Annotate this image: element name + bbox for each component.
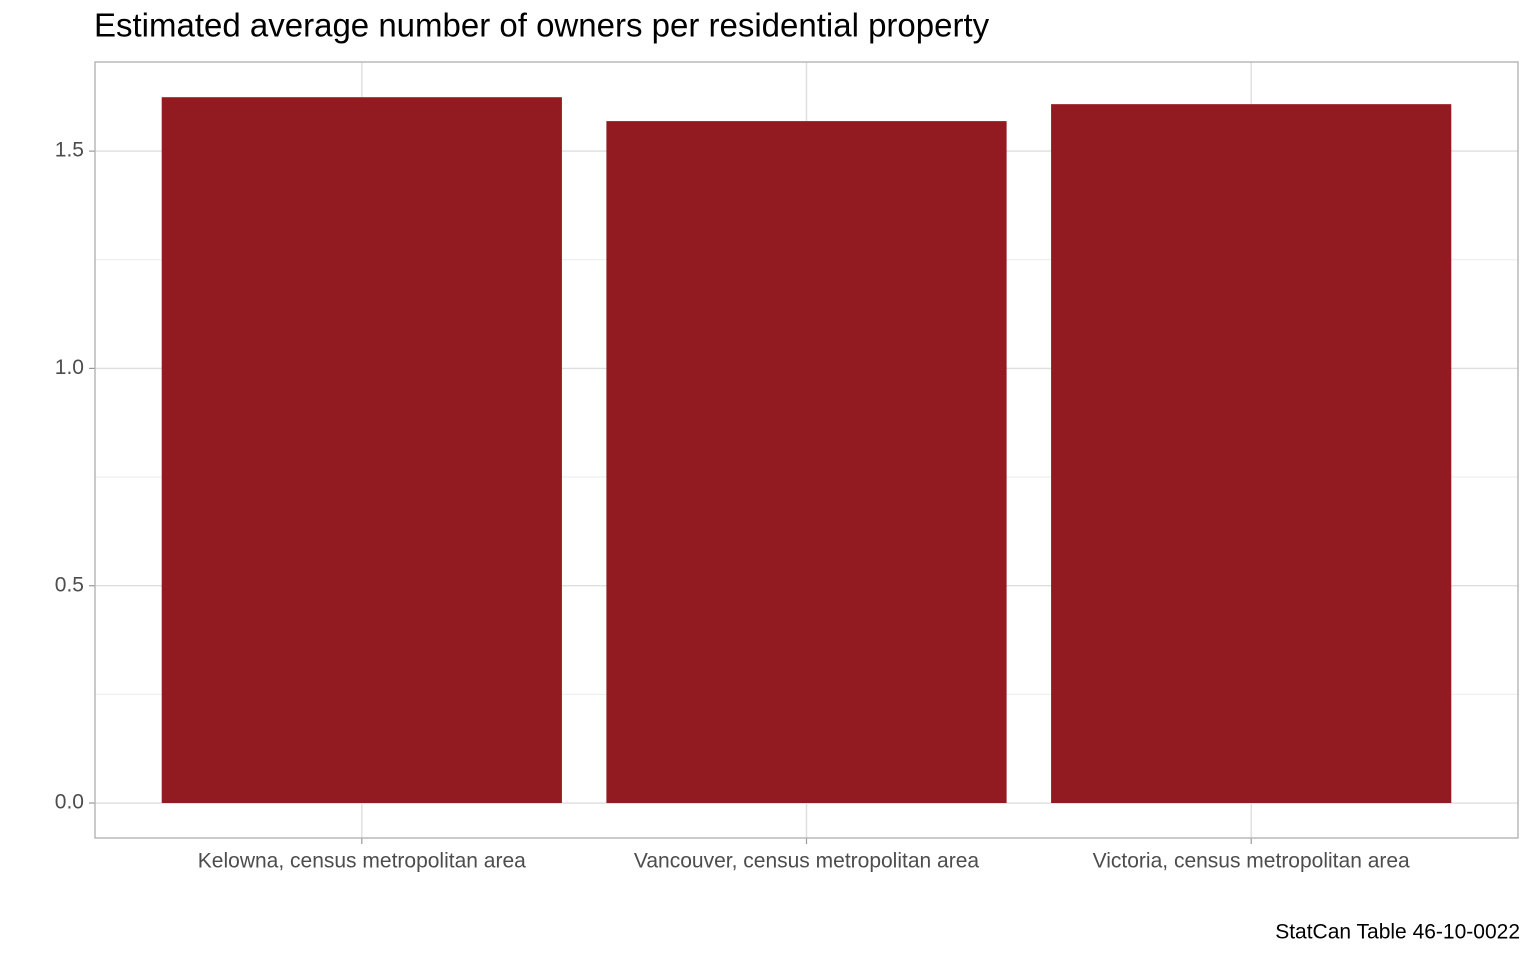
- y-tick-label: 0.5: [55, 573, 84, 596]
- caption: StatCan Table 46-10-0022: [1275, 921, 1520, 944]
- chart-title: Estimated average number of owners per r…: [94, 7, 990, 44]
- x-tick-label: Kelowna, census metropolitan area: [198, 850, 526, 873]
- bar: [161, 97, 562, 804]
- y-tick-label: 0.0: [55, 791, 84, 814]
- bar: [1051, 104, 1452, 804]
- y-tick-label: 1.0: [55, 356, 84, 379]
- y-tick-label: 1.5: [55, 139, 84, 162]
- panel-border: [94, 61, 1519, 839]
- x-tick-label: Victoria, census metropolitan area: [1093, 850, 1410, 873]
- bar: [606, 121, 1007, 804]
- x-tick-label: Vancouver, census metropolitan area: [634, 850, 979, 873]
